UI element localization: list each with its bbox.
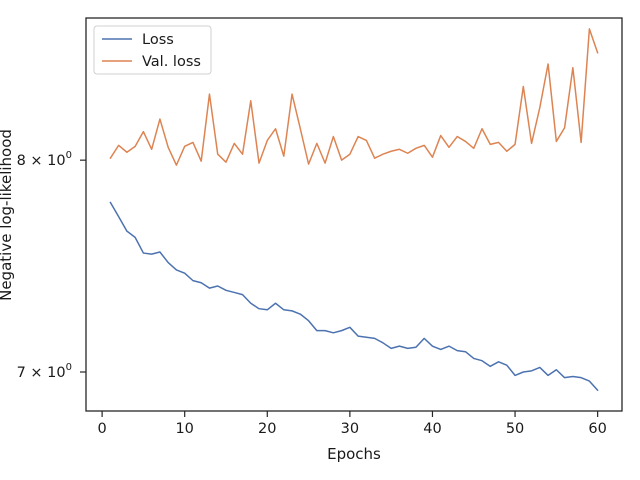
- x-tick-label: 40: [423, 421, 441, 437]
- x-tick-label: 30: [341, 421, 359, 437]
- y-tick-label: 8 × 100: [17, 150, 72, 169]
- y-tick-label: 7 × 100: [17, 362, 72, 381]
- x-axis: 0 10 20 30 40 50 60: [97, 411, 607, 437]
- y-axis: 7 × 100 8 × 100: [17, 150, 86, 381]
- series-line-val-loss: [109, 28, 599, 166]
- x-tick-label: 60: [588, 421, 606, 437]
- y-axis-label: Negative log-likelihood: [0, 129, 15, 301]
- x-tick-label: 0: [97, 421, 106, 437]
- legend-box: [93, 25, 212, 75]
- plot-lines: [109, 28, 599, 391]
- legend-label: Val. loss: [142, 54, 201, 70]
- x-tick-label: 50: [506, 421, 524, 437]
- legend: Loss Val. loss: [93, 25, 212, 75]
- x-tick-label: 20: [258, 421, 276, 437]
- legend-label: Loss: [142, 32, 174, 48]
- x-axis-label: Epochs: [327, 445, 381, 463]
- series-line-loss: [109, 201, 599, 391]
- x-tick-label: 10: [175, 421, 193, 437]
- plot-frame: [85, 17, 623, 412]
